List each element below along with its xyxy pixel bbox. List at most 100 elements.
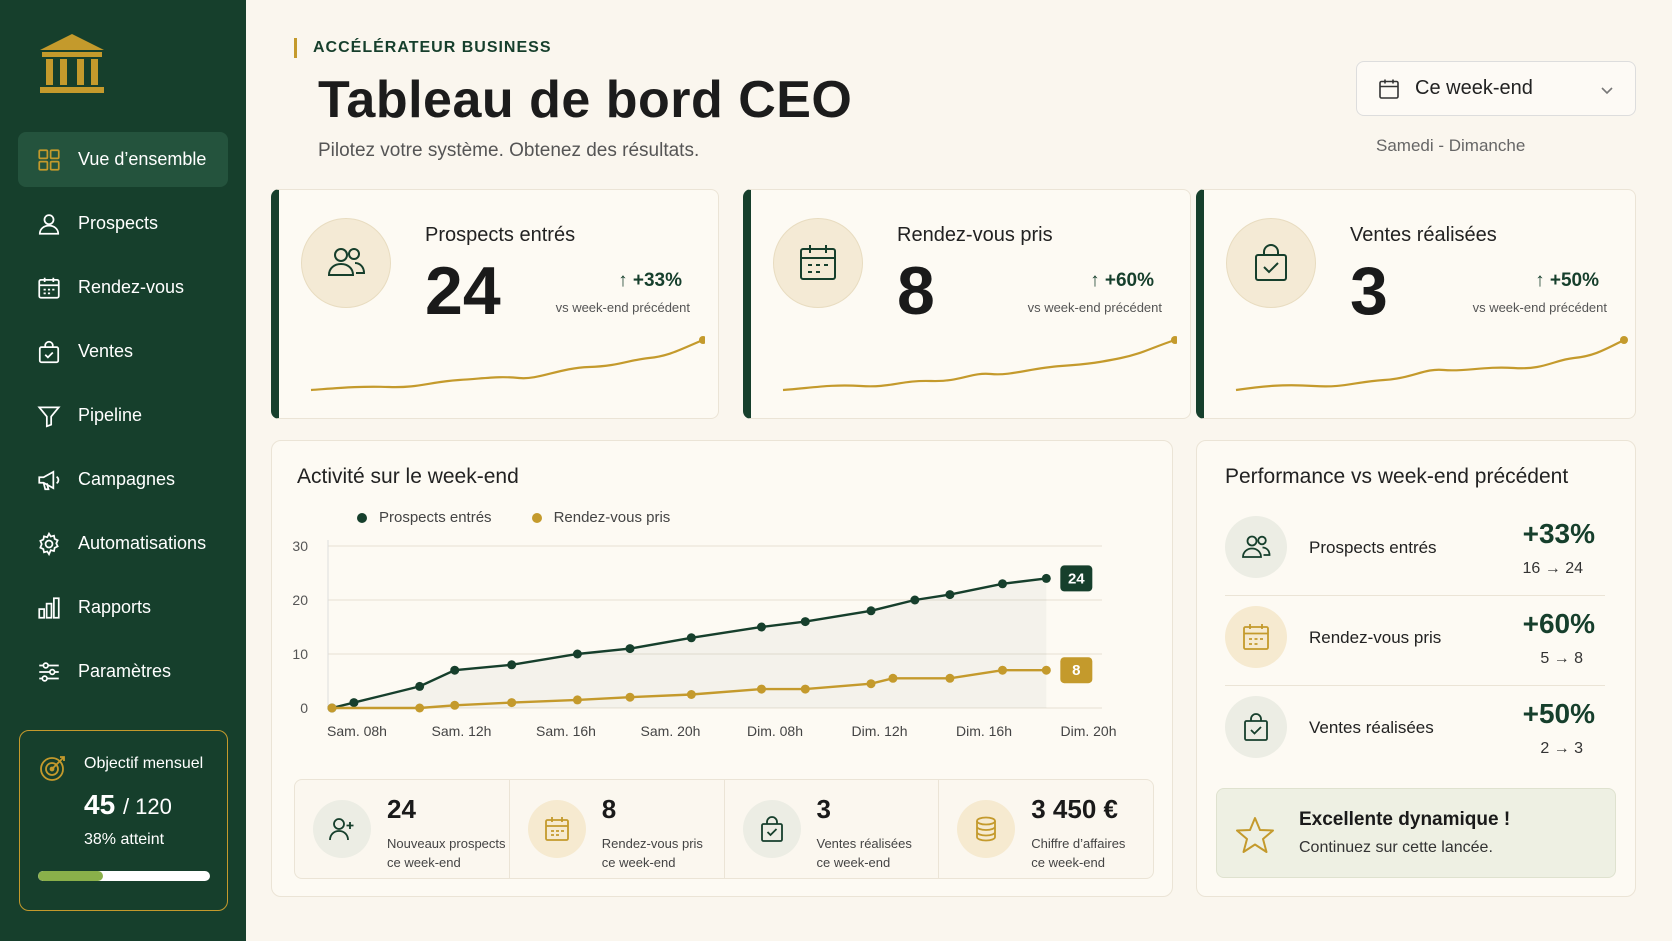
perf-icon-circle [1225, 696, 1287, 758]
chart-title: Activité sur le week-end [297, 465, 519, 488]
sidebar-item-label: Rendez-vous [78, 277, 185, 297]
legend-item-prospects: Prospects entrés [357, 509, 492, 526]
chart-legend: Prospects entrés Rendez-vous pris [357, 509, 670, 526]
kpi-icon-circle [773, 218, 863, 308]
activity-line-chart: 0 10 20 30 Sam. 08h Sam. 12h Sam. 16h Sam. 20h D… [292, 538, 1116, 739]
perf-range: 16 → 24 [1522, 560, 1583, 577]
data-point [945, 673, 955, 683]
sidebar-item-label: Pipeline [78, 405, 143, 425]
perf-percent: +60% [1522, 608, 1595, 639]
kpi-sparkline [310, 336, 705, 392]
stat-label: Chiffre d’affaires [1031, 836, 1126, 851]
kpi-card-sales[interactable]: Ventes réalisées 3 ↑ +50% vs week-end pr… [1196, 189, 1636, 419]
perf-percent: +50% [1522, 698, 1595, 729]
kpi-change-sub: vs week-end précédent [1472, 300, 1607, 315]
y-tick-label: 30 [292, 538, 308, 554]
calendar-icon [1379, 79, 1399, 99]
data-point [507, 698, 517, 708]
calendar-icon [544, 817, 569, 841]
sidebar-item-pipeline[interactable]: Pipeline [18, 388, 228, 443]
sidebar-item-label: Paramètres [78, 661, 172, 681]
page-title: Tableau de bord CEO [318, 71, 853, 129]
sidebar-item-prospects[interactable]: Prospects [18, 196, 228, 251]
data-point [450, 700, 460, 710]
end-value-label: 8 [1072, 662, 1080, 679]
stat-label: Nouveaux prospects [387, 836, 506, 851]
performance-row-sales: Ventes réalisées +50% 2 → 3 [1225, 686, 1605, 776]
goal-progress-fill [38, 871, 104, 881]
data-point [866, 606, 876, 616]
performance-row-prospects: Prospects entrés +33% 16 → 24 [1225, 506, 1605, 596]
perf-range: 2 → 3 [1540, 740, 1583, 757]
gear-icon [39, 531, 59, 556]
data-point [327, 703, 337, 713]
data-point [349, 698, 359, 708]
x-tick-label: Dim. 08h [747, 723, 803, 739]
stat-label: Rendez-vous pris [601, 836, 703, 851]
calendar-icon [38, 277, 60, 299]
sidebar-item-label: Vue d’ensemble [78, 149, 207, 169]
kpi-card-appointments[interactable]: Rendez-vous pris 8 ↑ +60% vs week-end pr… [743, 189, 1191, 419]
sidebar-item-settings[interactable]: Paramètres [18, 644, 228, 699]
perf-icon-circle [1225, 516, 1287, 578]
perf-percent: +33% [1522, 518, 1595, 549]
goal-total: / 120 [122, 794, 172, 819]
stat-label: ce week-end [387, 855, 461, 870]
user-icon [38, 213, 60, 235]
perf-icon-circle [1225, 606, 1287, 668]
kpi-label: Ventes réalisées [1350, 224, 1497, 246]
end-value-badge [1060, 657, 1093, 684]
data-point [572, 695, 582, 705]
sidebar-item-label: Ventes [78, 341, 134, 361]
sidebar-item-sales[interactable]: Ventes [18, 324, 228, 379]
calendar-icon [800, 245, 836, 280]
y-tick-label: 10 [292, 646, 308, 662]
area-fill [332, 578, 1047, 708]
perf-label: Rendez-vous pris [1309, 628, 1442, 647]
kpi-card-prospects[interactable]: Prospects entrés 24 ↑ +33% vs week-end p… [271, 189, 719, 419]
sidebar-item-appointments[interactable]: Rendez-vous [18, 260, 228, 315]
chevron-down-icon [1601, 87, 1613, 95]
data-point [998, 579, 1007, 589]
kpi-change: ↑ +33% [618, 270, 682, 291]
users-icon [327, 248, 366, 276]
stat-icon-circle [527, 800, 586, 858]
period-range: Samedi - Dimanche [1376, 136, 1526, 155]
data-point [1041, 573, 1051, 583]
stat-revenue: 3 450 € Chiffre d’affaires ce week-end [939, 780, 1153, 878]
goal-progress-bar [38, 871, 210, 881]
stat-icon-circle [313, 800, 371, 858]
stat-label: ce week-end [816, 855, 891, 870]
page-subtitle: Pilotez votre système. Obtenez des résul… [318, 140, 700, 161]
sidebar-item-automations[interactable]: Automatisations [18, 516, 228, 571]
sidebar-item-reports[interactable]: Rapports [18, 580, 228, 635]
period-select[interactable]: Ce week-end [1356, 61, 1636, 116]
stat-label: Ventes réalisées [816, 836, 912, 851]
stat-icon-circle [742, 800, 801, 858]
stat-value: 8 [601, 794, 617, 824]
shopping-bag-icon [38, 340, 60, 363]
kpi-sparkline [782, 336, 1177, 392]
bar-chart-icon [38, 596, 60, 619]
star-icon [1236, 817, 1274, 853]
x-tick-label: Sam. 20h [641, 723, 701, 739]
kpi-sparkline [1235, 336, 1628, 392]
goal-value: 45 / 120 [84, 789, 172, 821]
stat-label: ce week-end [1031, 855, 1105, 870]
sidebar-item-campaigns[interactable]: Campagnes [18, 452, 228, 507]
y-tick-label: 20 [292, 592, 308, 608]
bank-icon [40, 34, 104, 93]
kpi-value: 24 [425, 253, 501, 329]
data-point [888, 673, 898, 683]
users-icon [1242, 535, 1271, 558]
sidebar-nav: Vue d’ensemble Prospects Rendez-vous Ven… [18, 132, 228, 708]
kpi-change-sub: vs week-end précédent [1027, 300, 1162, 315]
end-value-label: 24 [1068, 570, 1085, 587]
x-tick-label: Dim. 12h [851, 723, 907, 739]
sidebar-item-label: Prospects [78, 213, 159, 233]
coins-icon [976, 816, 997, 842]
eyebrow: ACCÉLÉRATEUR BUSINESS [294, 38, 552, 58]
x-tick-label: Dim. 16h [956, 723, 1012, 739]
sidebar-item-overview[interactable]: Vue d’ensemble [18, 132, 228, 187]
callout-title: Excellente dynamique ! [1299, 809, 1511, 830]
